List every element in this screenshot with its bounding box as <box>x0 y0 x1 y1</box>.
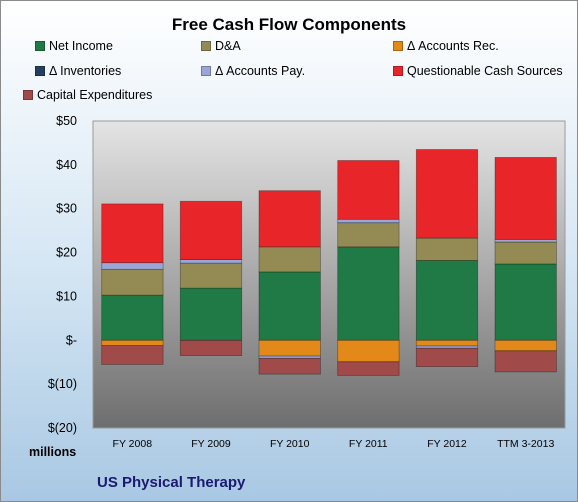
legend-label: Questionable Cash Sources <box>407 64 563 78</box>
bar-segment <box>258 246 321 273</box>
legend-label: Δ Accounts Rec. <box>407 39 499 53</box>
legend-label: D&A <box>215 39 241 53</box>
legend-item-d-and-a: D&A <box>201 39 241 53</box>
y-tick-label: $50 <box>56 114 77 128</box>
legend-swatch <box>201 66 211 76</box>
bar-segment <box>494 241 557 265</box>
legend-label: Capital Expenditures <box>37 88 153 102</box>
bar-segment <box>179 262 243 289</box>
plot-background <box>92 120 566 429</box>
y-tick-label: $40 <box>56 158 77 172</box>
bar-segment <box>101 294 164 341</box>
bar-segment <box>337 222 400 248</box>
bar-segment <box>101 203 164 264</box>
bar-segment <box>258 190 321 248</box>
x-category-label: FY 2009 <box>191 438 231 450</box>
chart-title: Free Cash Flow Components <box>171 15 407 34</box>
legend-swatch <box>393 66 403 76</box>
legend-swatch <box>23 90 33 100</box>
bar-segment <box>337 218 400 224</box>
y-tick-label: $(10) <box>48 377 77 391</box>
legend-swatch <box>35 66 45 76</box>
bar-segment <box>179 200 243 261</box>
bar-segment <box>179 339 243 356</box>
x-category-label: FY 2011 <box>349 438 388 450</box>
legend-swatch <box>201 41 211 51</box>
legend-item-accounts-rec: Δ Accounts Rec. <box>393 39 499 53</box>
y-tick-label: $10 <box>56 289 77 303</box>
bar-segment <box>415 237 479 261</box>
bar-segment <box>179 287 243 341</box>
legend-swatch <box>393 41 403 51</box>
bar-segment <box>258 271 321 341</box>
y-tick-label: $20 <box>56 246 77 260</box>
bar-segment <box>258 357 321 375</box>
y-tick-label: $- <box>66 333 77 347</box>
legend-item-inventories: Δ Inventories <box>35 64 121 78</box>
company-label: US Physical Therapy <box>97 474 246 491</box>
x-axis-categories: FY 2008 FY 2009 FY 2010 FY 2011 FY 2012 TTM 3… <box>113 438 555 450</box>
y-tick-label: $30 <box>56 202 77 216</box>
bar-segment <box>179 259 243 264</box>
bars-layer <box>101 149 557 376</box>
legend-swatch <box>35 41 45 51</box>
legend-label: Δ Accounts Pay. <box>215 64 306 78</box>
bar-segment <box>337 246 400 341</box>
bar-segment <box>101 339 164 346</box>
legend-item-accounts-pay: Δ Accounts Pay. <box>201 64 305 78</box>
bar-segment <box>337 361 400 376</box>
x-category-label: FY 2012 <box>427 438 467 450</box>
bar-segment <box>415 347 479 368</box>
x-category-label: TTM 3-2013 <box>497 438 554 450</box>
x-category-label: FY 2010 <box>270 438 310 450</box>
y-tick-label: $(20) <box>48 421 77 435</box>
bar-segment <box>101 345 164 365</box>
y-axis-ticks: $(20) $(10) $- $10 $20 $30 $40 $50 <box>48 114 77 435</box>
bar-segment <box>337 339 400 363</box>
bar-segment <box>337 160 400 220</box>
legend-item-net-income: Net Income <box>35 39 113 53</box>
bar-segment <box>415 260 479 341</box>
legend-label: Δ Inventories <box>49 64 122 78</box>
legend-label: Net Income <box>49 39 113 53</box>
legend-item-questionable-cash: Questionable Cash Sources <box>393 64 563 78</box>
legend-item-capex: Capital Expenditures <box>23 88 152 102</box>
bar-segment <box>494 339 557 352</box>
units-label: millions <box>29 445 77 459</box>
bar-segment <box>258 339 321 357</box>
bar-segment <box>415 149 479 239</box>
bar-segment <box>494 350 557 373</box>
bar-segment <box>101 268 164 296</box>
bar-segment <box>494 156 557 240</box>
bar-segment <box>101 262 164 270</box>
bar-segment <box>415 339 479 347</box>
bar-segment <box>494 263 557 341</box>
x-category-label: FY 2008 <box>113 438 153 450</box>
